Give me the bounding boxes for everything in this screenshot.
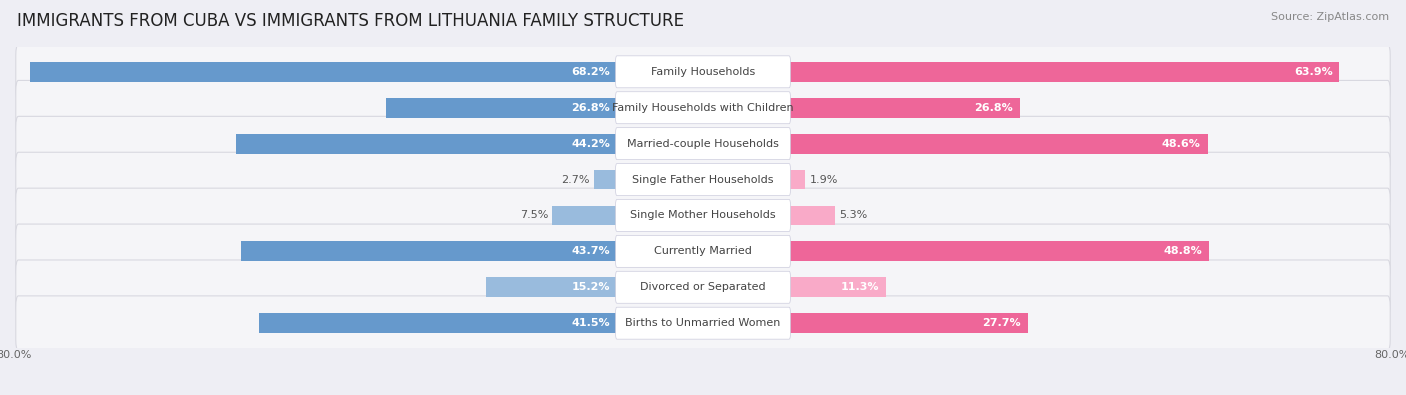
FancyBboxPatch shape [616, 56, 790, 88]
Text: Divorced or Separated: Divorced or Separated [640, 282, 766, 292]
Bar [387, 98, 617, 118]
Text: 27.7%: 27.7% [983, 318, 1021, 328]
Text: 1.9%: 1.9% [810, 175, 838, 184]
Text: Married-couple Households: Married-couple Households [627, 139, 779, 149]
FancyBboxPatch shape [15, 45, 1391, 99]
Text: 26.8%: 26.8% [571, 103, 610, 113]
Bar [789, 134, 1208, 154]
Bar [236, 134, 617, 154]
FancyBboxPatch shape [15, 81, 1391, 135]
Text: Single Father Households: Single Father Households [633, 175, 773, 184]
Text: Source: ZipAtlas.com: Source: ZipAtlas.com [1271, 12, 1389, 22]
Bar [260, 313, 617, 333]
FancyBboxPatch shape [616, 271, 790, 303]
Bar [789, 205, 835, 225]
Text: 63.9%: 63.9% [1294, 67, 1333, 77]
FancyBboxPatch shape [15, 152, 1391, 207]
Text: Currently Married: Currently Married [654, 246, 752, 256]
Text: IMMIGRANTS FROM CUBA VS IMMIGRANTS FROM LITHUANIA FAMILY STRUCTURE: IMMIGRANTS FROM CUBA VS IMMIGRANTS FROM … [17, 12, 683, 30]
Text: 68.2%: 68.2% [571, 67, 610, 77]
Text: 43.7%: 43.7% [571, 246, 610, 256]
FancyBboxPatch shape [616, 164, 790, 196]
Bar [789, 62, 1340, 82]
Text: 41.5%: 41.5% [571, 318, 610, 328]
FancyBboxPatch shape [15, 117, 1391, 171]
FancyBboxPatch shape [15, 188, 1391, 243]
Bar [789, 313, 1028, 333]
Text: Single Mother Households: Single Mother Households [630, 211, 776, 220]
FancyBboxPatch shape [616, 92, 790, 124]
FancyBboxPatch shape [616, 128, 790, 160]
Bar [553, 205, 617, 225]
Text: 48.8%: 48.8% [1164, 246, 1202, 256]
Text: Family Households: Family Households [651, 67, 755, 77]
Text: 48.6%: 48.6% [1161, 139, 1201, 149]
FancyBboxPatch shape [15, 296, 1391, 350]
FancyBboxPatch shape [616, 307, 790, 339]
FancyBboxPatch shape [15, 260, 1391, 314]
Text: 5.3%: 5.3% [839, 211, 868, 220]
Text: 11.3%: 11.3% [841, 282, 880, 292]
Text: 2.7%: 2.7% [561, 175, 589, 184]
Bar [486, 277, 617, 297]
Text: 26.8%: 26.8% [974, 103, 1012, 113]
FancyBboxPatch shape [616, 199, 790, 231]
FancyBboxPatch shape [15, 224, 1391, 278]
Bar [593, 170, 617, 190]
Bar [30, 62, 617, 82]
Text: Births to Unmarried Women: Births to Unmarried Women [626, 318, 780, 328]
Bar [789, 170, 806, 190]
Text: 7.5%: 7.5% [520, 211, 548, 220]
Bar [789, 241, 1209, 261]
Bar [240, 241, 617, 261]
Text: 44.2%: 44.2% [571, 139, 610, 149]
Bar [789, 277, 886, 297]
Text: 15.2%: 15.2% [571, 282, 610, 292]
FancyBboxPatch shape [616, 235, 790, 267]
Bar [789, 98, 1019, 118]
Text: Family Households with Children: Family Households with Children [612, 103, 794, 113]
